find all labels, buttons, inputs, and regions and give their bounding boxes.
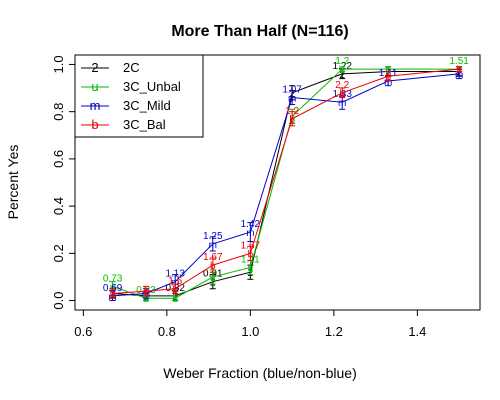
data-point: m <box>288 94 296 105</box>
data-label: 1.25 <box>203 231 223 242</box>
legend-symbol: 2 <box>91 60 98 75</box>
data-label: 1.07 <box>282 85 302 96</box>
data-label: 1.13 <box>165 269 185 280</box>
data-point: m <box>338 98 346 109</box>
legend-symbol: u <box>91 79 98 94</box>
x-tick-label: 0.6 <box>74 324 92 339</box>
chart-title: More Than Half (N=116) <box>171 23 348 40</box>
data-point: m <box>246 228 254 239</box>
y-tick-label: 0.2 <box>51 244 66 262</box>
data-point: m <box>171 278 179 289</box>
y-tick-label: 0.4 <box>51 197 66 215</box>
data-label: 1.51 <box>449 56 469 67</box>
legend-entry: 3C_Bal <box>123 117 166 132</box>
y-axis-label: Percent Yes <box>5 145 21 220</box>
data-point: b <box>339 89 345 100</box>
legend-entry: 3C_Unbal <box>123 79 181 94</box>
x-tick-label: 0.8 <box>158 324 176 339</box>
data-point: b <box>210 261 216 272</box>
data-point: m <box>455 70 463 81</box>
data-point: u <box>110 282 116 293</box>
x-axis-label: Weber Fraction (blue/non-blue) <box>163 365 357 381</box>
data-point: u <box>339 65 345 76</box>
x-tick-label: 1.4 <box>408 324 426 339</box>
data-label: 1.67 <box>203 252 223 263</box>
data-label: 1.2 <box>335 56 349 67</box>
data-point: m <box>209 240 217 251</box>
legend-symbol: m <box>90 98 101 113</box>
legend-box <box>74 54 204 138</box>
x-tick-label: 1.2 <box>325 324 343 339</box>
data-point: b <box>456 65 462 76</box>
data-point: u <box>248 264 254 275</box>
data-point: u <box>210 273 216 284</box>
data-point: b <box>385 72 391 83</box>
data-point: b <box>172 285 178 296</box>
y-tick-label: 1.0 <box>51 55 66 73</box>
y-axis: 0.0 0.2 0.4 0.6 0.8 1.0 <box>51 55 75 310</box>
data-label: 2.2 <box>335 80 349 91</box>
legend-entry: 2C <box>123 60 140 75</box>
x-axis: 0.6 0.8 1.0 1.2 1.4 <box>74 310 426 339</box>
data-point: m <box>384 77 392 88</box>
y-tick-label: 0.8 <box>51 103 66 121</box>
y-tick-label: 0.6 <box>51 150 66 168</box>
data-label: 1.2 <box>285 106 299 117</box>
legend-symbol: b <box>91 117 98 132</box>
data-point: u <box>385 65 391 76</box>
x-tick-label: 1.0 <box>241 324 259 339</box>
plot-frame <box>74 54 481 311</box>
data-point: b <box>110 289 116 300</box>
data-point: u <box>172 294 178 305</box>
data-label: 0.73 <box>103 273 123 284</box>
data-label: 1.67 <box>241 240 261 251</box>
data-point: b <box>143 287 149 298</box>
legend-entry: 3C_Mild <box>123 98 171 113</box>
y-tick-label: 0.0 <box>51 292 66 310</box>
series-layer: 2220.8220.912221.2222u0.73u0.83uuu1.11uu… <box>103 56 469 305</box>
data-label: 1.42 <box>241 219 261 230</box>
data-label: 1.5 <box>168 276 182 287</box>
data-point: u <box>143 294 149 305</box>
data-point: 2 <box>339 70 345 81</box>
data-point: b <box>289 115 295 126</box>
data-point: b <box>248 249 254 260</box>
